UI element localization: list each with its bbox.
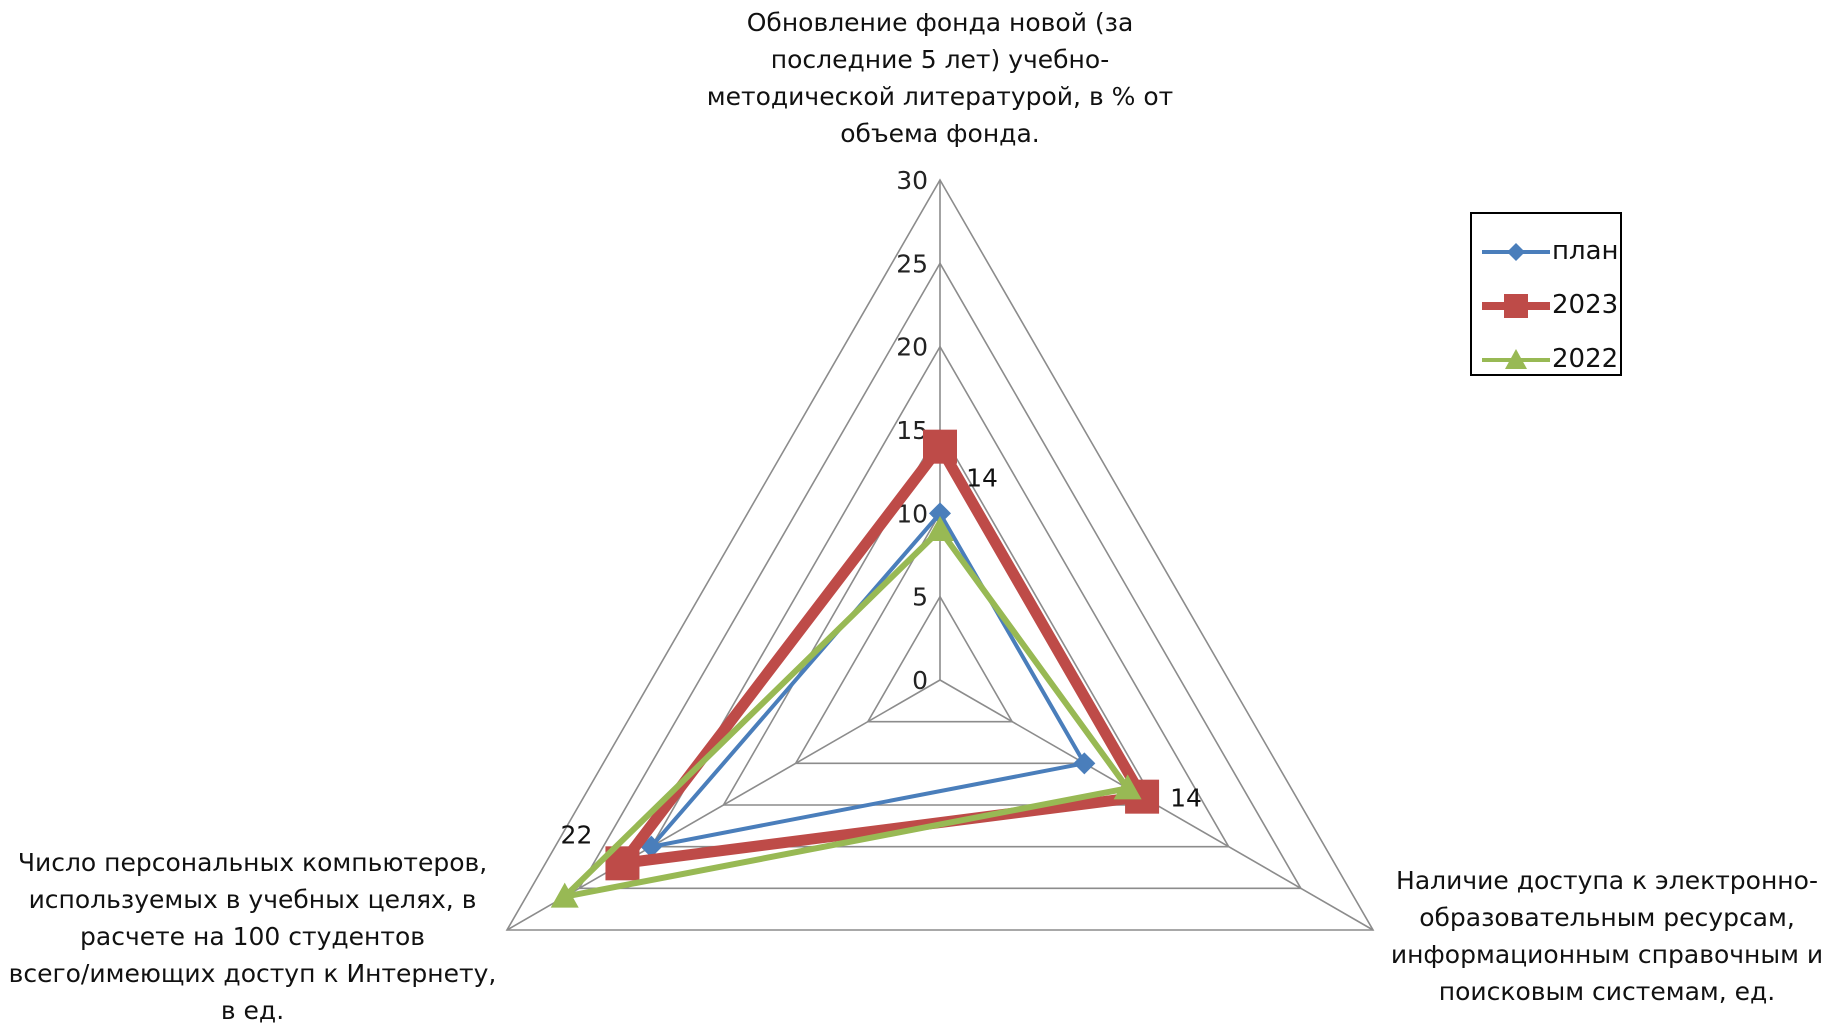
point-2022-0 [926, 516, 954, 541]
grid-ring-25 [577, 261, 1303, 890]
series-2023 [605, 429, 1160, 881]
grid-ring-15 [722, 428, 1158, 806]
point-план-0 [929, 502, 951, 525]
series-line-2023 [610, 436, 1151, 871]
tick-label-15: 15 [896, 416, 928, 445]
axis-label-literature-update: Обновление фонда новой (за последние 5 л… [706, 8, 1174, 148]
tick-label-0: 0 [912, 666, 928, 695]
axis-label-computers-per-100: Число персональных компьютеров, использу… [8, 848, 497, 1025]
legend-swatch-2023 [1482, 294, 1550, 318]
tick-label-25: 25 [896, 249, 928, 278]
tick-label-30: 30 [896, 166, 928, 195]
point-2022-1 [1113, 774, 1142, 800]
grid-ring-20 [649, 345, 1231, 848]
data-label-2023-1: 14 [1170, 784, 1202, 813]
radar-series [550, 429, 1160, 908]
axis-label-electronic-access: Наличие доступа к электронно- образовате… [1390, 866, 1824, 1006]
legend-label-2022: 2022 [1552, 344, 1619, 374]
grid-spoke-2 [506, 679, 941, 931]
legend-label-plan: план [1552, 236, 1619, 266]
point-2022-2 [550, 882, 579, 908]
grid-ring-30 [505, 178, 1375, 931]
series-line-2022 [555, 525, 1133, 902]
point-план-1 [1073, 752, 1096, 775]
data-label-2023-0: 14 [966, 464, 998, 493]
grid-ring-5 [866, 595, 1014, 723]
tick-label-20: 20 [896, 333, 928, 362]
data-label-2023-2: 22 [561, 820, 593, 849]
point-2023-0 [923, 429, 957, 464]
legend-item-2022: 2022 [1472, 340, 1622, 380]
series-line-план [646, 509, 1088, 850]
legend-swatch-2022 [1482, 349, 1550, 369]
series-2022 [550, 516, 1142, 908]
legend-item-plan: план [1472, 232, 1622, 272]
chart-legend: план 2023 2022 [1470, 212, 1622, 376]
legend-swatch-plan [1482, 243, 1550, 261]
legend-item-2023: 2023 [1472, 286, 1622, 326]
tick-label-5: 5 [912, 583, 928, 612]
radar-data-labels: 14 14 22 [561, 464, 1202, 850]
legend-label-2023: 2023 [1552, 290, 1619, 320]
